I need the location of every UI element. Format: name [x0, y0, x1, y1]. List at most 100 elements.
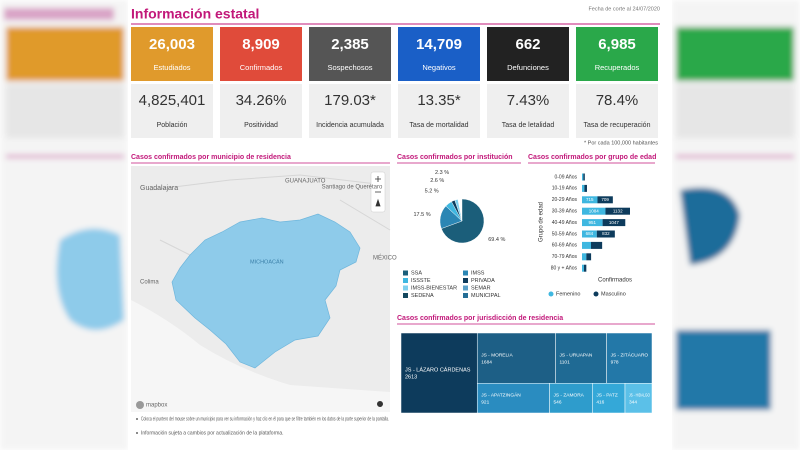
indicator-box [309, 84, 391, 138]
stat-label: Recuperados [595, 63, 640, 72]
bar [605, 207, 630, 215]
bar [582, 173, 584, 181]
bar [596, 230, 615, 238]
stat-card [131, 27, 213, 81]
treemap-tile [592, 383, 626, 414]
bar [590, 241, 603, 249]
bar [582, 253, 587, 261]
stat-value: 6,985 [598, 36, 636, 53]
indicator-label: Incidencia acumulada [316, 122, 384, 129]
indicator-label: Tasa de mortalidad [409, 122, 468, 129]
indicator-value: 179.03* [324, 92, 376, 109]
bar-value: 832 [602, 231, 610, 236]
tile-label: JS - MORELIA [481, 352, 513, 358]
indicator-value: 4,825,401 [139, 92, 206, 109]
legend-swatch [548, 291, 554, 297]
tile-label: JS - ZAMORA [554, 392, 585, 398]
y-tick-label: 70-79 Años [552, 254, 578, 260]
bar [583, 264, 587, 272]
bar-value: 684 [586, 231, 594, 236]
indicator-box [131, 84, 213, 138]
y-tick-label: 50-59 Años [552, 231, 578, 237]
pie-label: 69.4 % [488, 237, 505, 243]
legend-swatch [403, 293, 408, 298]
bar [582, 219, 603, 227]
bar-value: 1084 [589, 208, 600, 213]
tile-value: 546 [554, 399, 562, 405]
axis-label: Confirmados [598, 278, 632, 284]
map-label: Colima [140, 280, 159, 286]
legend-swatch [463, 278, 468, 283]
bar-value: 1047 [609, 220, 620, 225]
y-tick-label: 40-49 Años [552, 220, 578, 226]
stat-card [220, 27, 302, 81]
bar [582, 241, 591, 249]
legend-label: ISSSTE [411, 278, 431, 284]
bar-value: 709 [601, 197, 609, 202]
tile-value: 344 [629, 399, 637, 405]
note-bullet [136, 418, 138, 420]
ocean [131, 300, 390, 412]
legend-label: SSA [411, 270, 422, 276]
bar [584, 184, 587, 192]
indicator-value: 34.26% [236, 92, 287, 109]
axis-label: Grupo de edad [539, 202, 545, 242]
legend-label: SEMAR [471, 285, 491, 291]
legend-label: Masculino [601, 291, 626, 297]
tile-value: 1101 [559, 359, 570, 365]
cut-date: Fecha de corte al 24/07/2020 [588, 6, 660, 12]
treemap-tile [549, 383, 593, 414]
stat-label: Confirmados [240, 63, 283, 72]
pie-label: 2.3 % [435, 170, 449, 176]
bar [583, 173, 585, 181]
treemap-tile [476, 383, 550, 414]
legend-swatch [593, 291, 599, 297]
legend-swatch [403, 285, 408, 291]
indicator-label: Positividad [244, 122, 278, 129]
indicator-box [220, 84, 302, 138]
stat-value: 26,003 [149, 36, 195, 53]
legend-swatch [403, 270, 408, 276]
indicator-value: 7.43% [507, 92, 550, 109]
pie-label: 5.2 % [425, 188, 439, 194]
indicator-box [487, 84, 569, 138]
map-note: Información sujeta a cambios por actuali… [141, 430, 284, 436]
y-tick-label: 60-69 Años [552, 243, 578, 249]
tile-label: JS - HIDALGO [629, 392, 650, 398]
stat-value: 662 [515, 36, 540, 53]
y-tick-label: 80 y + Años [551, 266, 578, 272]
indicator-label: Población [157, 122, 188, 129]
indicator-box [576, 84, 658, 138]
section-title: Casos confirmados por municipio de resid… [131, 154, 291, 161]
map-label: Guadalajara [140, 185, 178, 192]
stat-card [398, 27, 480, 81]
legend-swatch [463, 293, 468, 298]
legend-label: SEDENA [411, 293, 434, 299]
treemap-tile [606, 332, 653, 384]
bar-value: 951 [589, 220, 597, 225]
legend-label: MUNICIPAL [471, 293, 501, 299]
stat-value: 14,709 [416, 36, 462, 53]
bar [582, 230, 597, 238]
stat-card [576, 27, 658, 81]
pie-label: 17.5 % [413, 212, 430, 218]
bar-value: 1132 [613, 208, 623, 213]
info-icon[interactable] [377, 401, 383, 407]
legend-swatch [463, 270, 468, 276]
legend-swatch [463, 285, 468, 291]
y-tick-label: 20-29 Años [552, 197, 578, 203]
y-tick-label: 30-39 Años [552, 209, 578, 215]
legend-swatch [403, 278, 408, 283]
bar [582, 264, 584, 272]
map-label: Santiago de Querétaro [322, 185, 383, 191]
pie-label: 2.6 % [430, 178, 444, 184]
mapbox-logo [136, 401, 144, 409]
map-panel [131, 166, 391, 412]
section-title: Casos confirmados por institución [397, 154, 513, 161]
tile-value: 921 [481, 399, 489, 405]
map-label: MÉXICO [373, 255, 397, 262]
